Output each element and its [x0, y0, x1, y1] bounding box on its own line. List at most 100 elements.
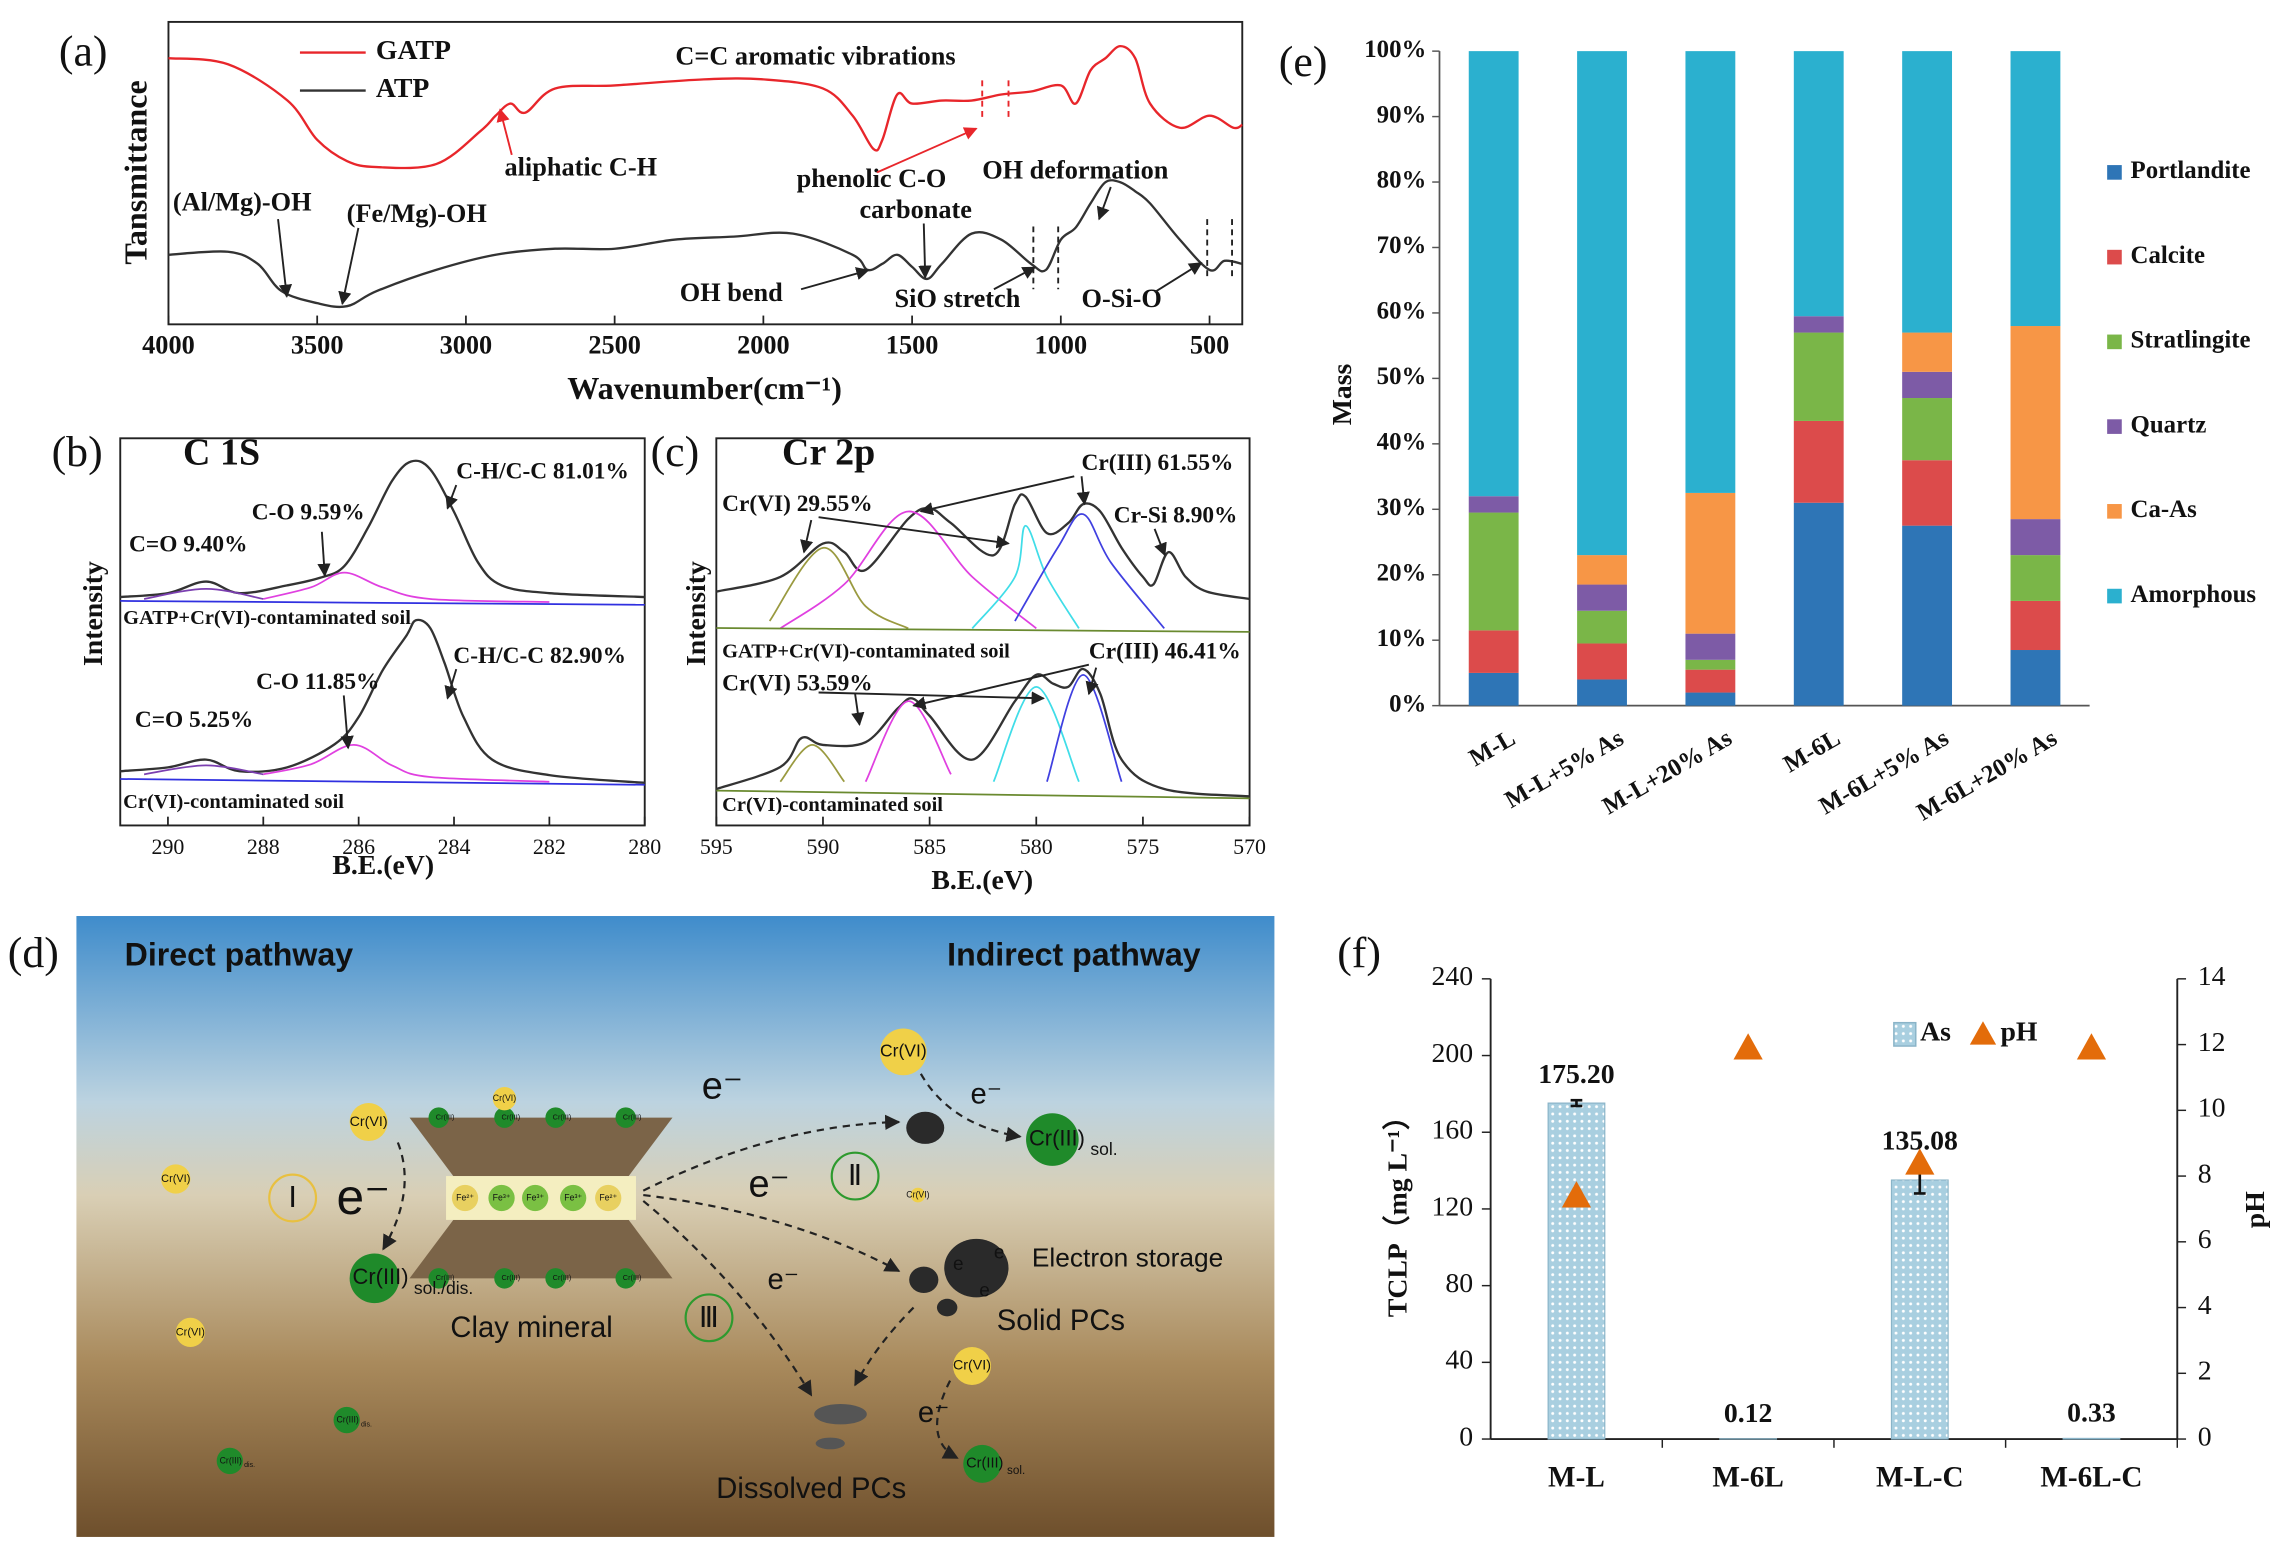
spectrum-line: [864, 700, 952, 783]
annotation-arrow: [1076, 476, 1090, 506]
bar-segment: [1902, 460, 1953, 526]
annotation-arrow: [340, 695, 354, 750]
bar-segment: [1577, 555, 1627, 585]
cr6-label: Cr(VI): [161, 1173, 190, 1185]
y-tick-label: 10%: [1377, 625, 1427, 652]
y-tick-label: 0%: [1389, 690, 1426, 717]
panel-title: Cr 2p: [782, 432, 875, 474]
bar-segment: [1577, 51, 1627, 556]
electron-label: e⁻: [748, 1163, 789, 1205]
plot-frame: [715, 437, 1251, 827]
annotation-arrow: [496, 108, 513, 156]
annotation-arrow: [818, 516, 1010, 549]
bar-segment: [1902, 371, 1953, 399]
annotation: OH bend: [680, 278, 783, 307]
spectrum-line: [143, 764, 264, 776]
cr3-label: Cr(III): [966, 1456, 1003, 1472]
value-label: 0.33: [2067, 1397, 2116, 1428]
annotation-arrow: [1096, 186, 1112, 221]
stored-electron: e: [979, 1281, 990, 1302]
annotation-arrow: [317, 531, 331, 577]
spectrum-line: [120, 600, 645, 606]
electron-label: e⁻: [918, 1397, 950, 1429]
spectrum-line: [120, 618, 645, 785]
cr3-subscript: sol.: [1007, 1464, 1025, 1477]
panel-label: (a): [59, 28, 108, 76]
cr3-subscript: dis.: [361, 1421, 372, 1428]
annotation-arrow: [912, 663, 1090, 710]
x-tick-label: 282: [533, 834, 566, 859]
cr6-label: Cr(VI): [880, 1041, 927, 1061]
iron-label: Fe²⁺: [599, 1192, 617, 1202]
solid-pc: [909, 1266, 939, 1293]
bar-segment: [1685, 492, 1736, 634]
bar-segment: [1902, 51, 1953, 333]
cr3-subscript: dis.: [244, 1462, 255, 1469]
bar-segment: [1685, 692, 1736, 706]
cr6-ion: [910, 1187, 926, 1203]
electron-path: [382, 1142, 406, 1251]
annotation-arrow: [818, 691, 1045, 705]
annotation: O-Si-O: [1082, 284, 1162, 313]
cr3-label: Cr(III): [553, 1273, 572, 1282]
panel-title: C 1S: [183, 432, 260, 474]
cr3-ion: [333, 1406, 360, 1434]
legend-label: Quartz: [2131, 411, 2207, 438]
y-tick-label: 160: [1431, 1115, 1473, 1146]
diagram-label: Solid PCs: [997, 1305, 1125, 1337]
cr3-dot: [494, 1268, 515, 1289]
legend-label: ATP: [376, 73, 429, 104]
y-axis-label: Intensity: [681, 561, 712, 666]
x-tick-label: 1000: [1035, 331, 1088, 360]
pathway-numeral: Ⅲ: [699, 1302, 719, 1334]
annotation-arrow: [800, 267, 870, 291]
x-axis-label: Wavenumber(cm⁻¹): [567, 370, 842, 406]
bar-segment: [2010, 51, 2061, 327]
cr6-ion: [349, 1103, 388, 1142]
annotation: Cr(III) 46.41%: [1089, 638, 1241, 664]
legend-swatch: [2107, 588, 2122, 604]
clay-layer: [409, 1117, 673, 1177]
bar-segment: [1902, 398, 1953, 461]
value-label: 175.20: [1538, 1059, 1614, 1090]
x-tick-label: 590: [807, 834, 840, 859]
y-tick-label: 40: [1445, 1345, 1473, 1376]
iron-ion: [451, 1184, 479, 1212]
bar-segment: [1685, 659, 1736, 670]
iron-ion: [595, 1184, 622, 1212]
panel-label: (e): [1279, 38, 1328, 86]
pathway-title: Indirect pathway: [947, 936, 1201, 972]
cr3-label: Cr(III): [353, 1264, 409, 1289]
pathway-marker: [268, 1173, 318, 1223]
annotation: carbonate: [859, 195, 971, 224]
y2-tick-label: 2: [2198, 1356, 2212, 1387]
y2-axis-label: pH: [2240, 1191, 2271, 1228]
annotation: OH deformation: [982, 155, 1169, 184]
annotation-arrow: [876, 127, 978, 174]
legend-label: GATP: [376, 35, 451, 66]
bar-segment: [1793, 502, 1844, 706]
annotation-arrow: [1085, 667, 1099, 696]
x-tick-label: 290: [152, 834, 185, 859]
cr3-label: Cr(III): [336, 1414, 358, 1424]
x-tick-label: M-L-C: [1876, 1462, 1964, 1494]
bar-segment: [1468, 496, 1519, 513]
bar: [2062, 1437, 2121, 1440]
cr3-ion: [1026, 1113, 1079, 1166]
legend-label: Amorphous: [2131, 581, 2257, 608]
iron-label: Fe³⁺: [526, 1192, 544, 1202]
annotation: Cr(VI) 53.59%: [722, 671, 873, 697]
bar-segment: [1577, 679, 1627, 706]
x-tick-label: M-6L: [1779, 725, 1845, 779]
cr3-dot: [545, 1107, 566, 1128]
y2-tick-label: 14: [2198, 961, 2226, 992]
electron-path: [936, 1380, 959, 1460]
electron-path: [919, 1073, 1022, 1142]
annotation: C=C aromatic vibrations: [675, 41, 955, 70]
diagram-label: Clay mineral: [450, 1312, 612, 1344]
y-axis-label: Mass: [1327, 363, 1358, 425]
y2-tick-label: 4: [2198, 1290, 2212, 1321]
annotation: Cr-Si 8.90%: [1114, 503, 1238, 529]
x-tick-label: 580: [1020, 834, 1053, 859]
